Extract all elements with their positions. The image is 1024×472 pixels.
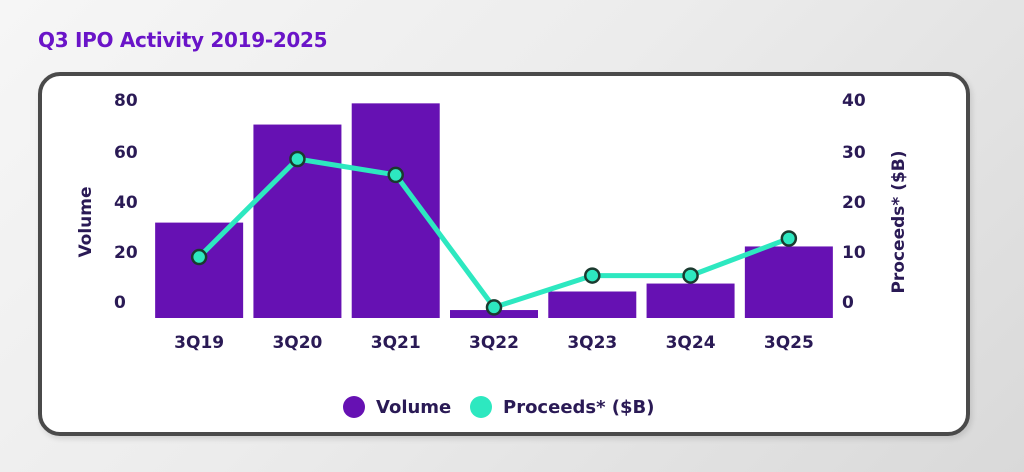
y-tick-right: 10	[842, 243, 866, 263]
legend-label-proceeds: Proceeds* ($B)	[503, 397, 655, 418]
x-tick-label: 3Q19	[174, 333, 224, 353]
y-tick-left: 60	[114, 143, 138, 163]
y-axis-title-left: Volume	[76, 186, 96, 257]
legend-label-volume: Volume	[376, 397, 451, 418]
y-tick-right: 30	[842, 143, 866, 163]
left-axis-ticks: 0 20 40 60 80	[114, 91, 138, 313]
x-tick-label: 3Q21	[371, 333, 421, 353]
chart-title: Q3 IPO Activity 2019-2025	[38, 28, 328, 52]
volume-bars	[155, 103, 833, 318]
y-tick-right: 0	[842, 293, 854, 313]
x-tick-label: 3Q20	[272, 333, 322, 353]
proceeds-point	[584, 267, 601, 284]
legend: Volume Proceeds* ($B)	[343, 396, 655, 418]
volume-bar	[646, 283, 735, 318]
proceeds-point	[682, 267, 699, 284]
proceeds-line	[190, 150, 798, 316]
x-tick-label: 3Q22	[469, 333, 519, 353]
right-axis-ticks: 0 10 20 30 40	[842, 91, 866, 313]
x-tick-label: 3Q23	[567, 333, 617, 353]
volume-bar	[155, 222, 244, 318]
proceeds-point	[190, 248, 208, 266]
y-tick-left: 0	[114, 293, 126, 313]
y-tick-left: 20	[114, 243, 138, 263]
proceeds-point	[387, 166, 404, 184]
category-labels: 3Q19 3Q20 3Q21 3Q22 3Q23 3Q24 3Q25	[174, 333, 814, 353]
volume-bar	[548, 291, 637, 318]
y-tick-right: 40	[842, 91, 866, 111]
proceeds-point	[289, 150, 306, 168]
x-tick-label: 3Q24	[666, 333, 716, 353]
y-tick-left: 40	[114, 193, 138, 213]
legend-swatch-volume	[343, 396, 365, 418]
proceeds-point	[780, 230, 798, 247]
y-tick-right: 20	[842, 193, 866, 213]
legend-swatch-proceeds	[470, 396, 492, 418]
proceeds-point	[485, 299, 503, 316]
x-tick-label: 3Q25	[764, 333, 814, 353]
y-axis-title-right: Proceeds* ($B)	[889, 150, 909, 293]
y-tick-left: 80	[114, 91, 138, 111]
volume-bar	[744, 246, 833, 318]
volume-bar	[351, 103, 440, 318]
